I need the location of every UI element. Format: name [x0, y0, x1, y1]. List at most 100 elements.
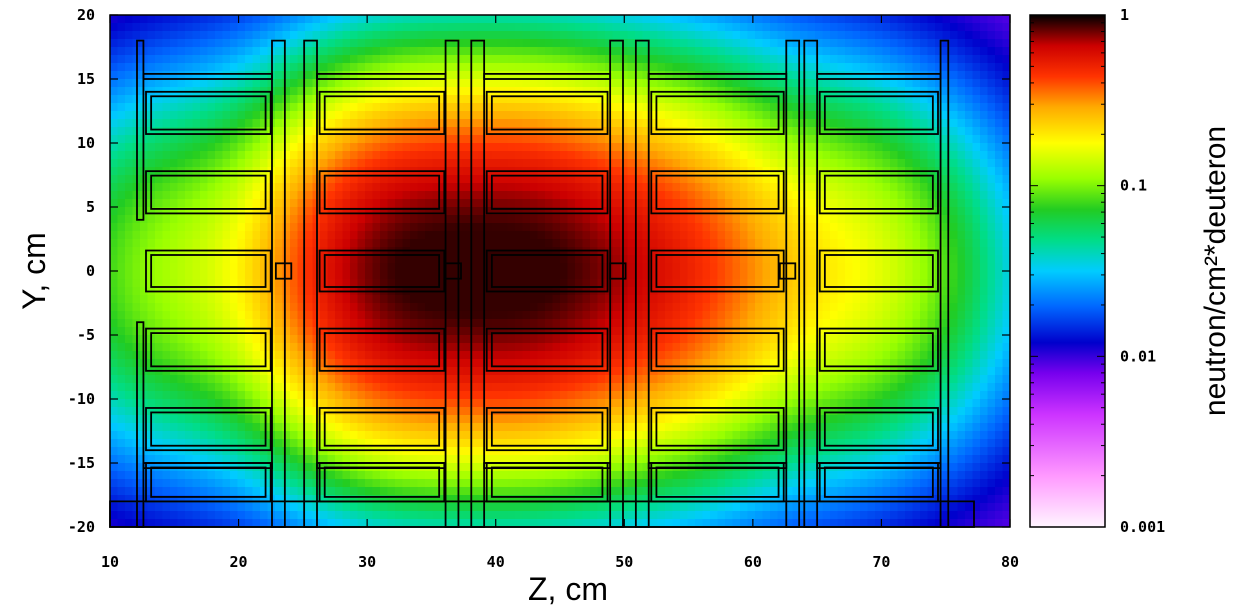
heatmap-cell: [200, 39, 209, 48]
heatmap-cell: [350, 79, 359, 88]
heatmap-cell: [350, 215, 359, 224]
heatmap-cell: [252, 471, 261, 480]
heatmap-cell: [200, 431, 209, 440]
heatmap-cell: [290, 487, 299, 496]
heatmap-cell: [582, 479, 591, 488]
heatmap-cell: [275, 151, 284, 160]
heatmap-cell: [372, 255, 381, 264]
heatmap-cell: [207, 343, 216, 352]
heatmap-cell: [537, 351, 546, 360]
heatmap-cell: [290, 103, 299, 112]
heatmap-cell: [237, 71, 246, 80]
heatmap-cell: [305, 79, 314, 88]
heatmap-cell: [650, 343, 659, 352]
heatmap-cell: [680, 455, 689, 464]
heatmap-cell: [455, 23, 464, 32]
heatmap-cell: [597, 383, 606, 392]
heatmap-cell: [305, 223, 314, 232]
heatmap-cell: [342, 391, 351, 400]
heatmap-cell: [590, 39, 599, 48]
heatmap-cell: [590, 415, 599, 424]
heatmap-cell: [357, 95, 366, 104]
heatmap-cell: [665, 311, 674, 320]
heatmap-cell: [185, 239, 194, 248]
heatmap-cell: [297, 519, 306, 527]
heatmap-cell: [530, 79, 539, 88]
heatmap-cell: [620, 199, 629, 208]
heatmap-cell: [110, 247, 119, 256]
heatmap-cell: [192, 399, 201, 408]
heatmap-cell: [567, 335, 576, 344]
heatmap-cell: [492, 127, 501, 136]
heatmap-cell: [425, 103, 434, 112]
heatmap-cell: [200, 335, 209, 344]
heatmap-cell: [335, 159, 344, 168]
heatmap-cell: [515, 215, 524, 224]
heatmap-cell: [185, 23, 194, 32]
heatmap-cell: [552, 143, 561, 152]
heatmap-cell: [342, 519, 351, 527]
heatmap-cell: [672, 455, 681, 464]
heatmap-cell: [222, 103, 231, 112]
heatmap-cell: [522, 15, 531, 24]
heatmap-cell: [200, 343, 209, 352]
heatmap-cell: [410, 439, 419, 448]
heatmap-cell: [485, 519, 494, 527]
heatmap-cell: [132, 255, 141, 264]
heatmap-cell: [215, 223, 224, 232]
heatmap-cell: [605, 519, 614, 527]
heatmap-cell: [680, 431, 689, 440]
heatmap-cell: [425, 407, 434, 416]
heatmap-cell: [410, 31, 419, 40]
heatmap-cell: [680, 71, 689, 80]
heatmap-cell: [650, 263, 659, 272]
heatmap-cell: [672, 391, 681, 400]
heatmap-cell: [372, 399, 381, 408]
heatmap-cell: [410, 399, 419, 408]
heatmap-cell: [605, 79, 614, 88]
heatmap-cell: [245, 471, 254, 480]
heatmap-cell: [680, 335, 689, 344]
heatmap-cell: [597, 295, 606, 304]
heatmap-cell: [672, 23, 681, 32]
heatmap-cell: [117, 79, 126, 88]
heatmap-cell: [477, 63, 486, 72]
heatmap-cell: [492, 207, 501, 216]
heatmap-cell: [395, 255, 404, 264]
heatmap-cell: [672, 103, 681, 112]
heatmap-cell: [642, 303, 651, 312]
heatmap-cell: [132, 303, 141, 312]
heatmap-cell: [597, 495, 606, 504]
heatmap-cell: [230, 471, 239, 480]
heatmap-cell: [305, 311, 314, 320]
heatmap-cell: [305, 495, 314, 504]
heatmap-cell: [537, 191, 546, 200]
heatmap-cell: [627, 71, 636, 80]
heatmap-cell: [387, 479, 396, 488]
heatmap-cell: [560, 103, 569, 112]
heatmap-cell: [305, 271, 314, 280]
heatmap-cell: [432, 375, 441, 384]
heatmap-cell: [350, 255, 359, 264]
heatmap-cell: [605, 255, 614, 264]
heatmap-cell: [612, 503, 621, 512]
heatmap-cell: [485, 503, 494, 512]
heatmap-cell: [260, 63, 269, 72]
heatmap-cell: [635, 375, 644, 384]
heatmap-cell: [545, 175, 554, 184]
heatmap-cell: [335, 511, 344, 520]
heatmap-cell: [275, 15, 284, 24]
heatmap-cell: [222, 319, 231, 328]
heatmap-cell: [552, 23, 561, 32]
heatmap-cell: [545, 39, 554, 48]
heatmap-cell: [507, 111, 516, 120]
heatmap-cell: [462, 31, 471, 40]
heatmap-cell: [260, 455, 269, 464]
heatmap-cell: [215, 503, 224, 512]
heatmap-cell: [260, 431, 269, 440]
heatmap-cell: [515, 391, 524, 400]
heatmap-cell: [290, 87, 299, 96]
heatmap-cell: [222, 263, 231, 272]
heatmap-cell: [155, 303, 164, 312]
heatmap-cell: [620, 311, 629, 320]
